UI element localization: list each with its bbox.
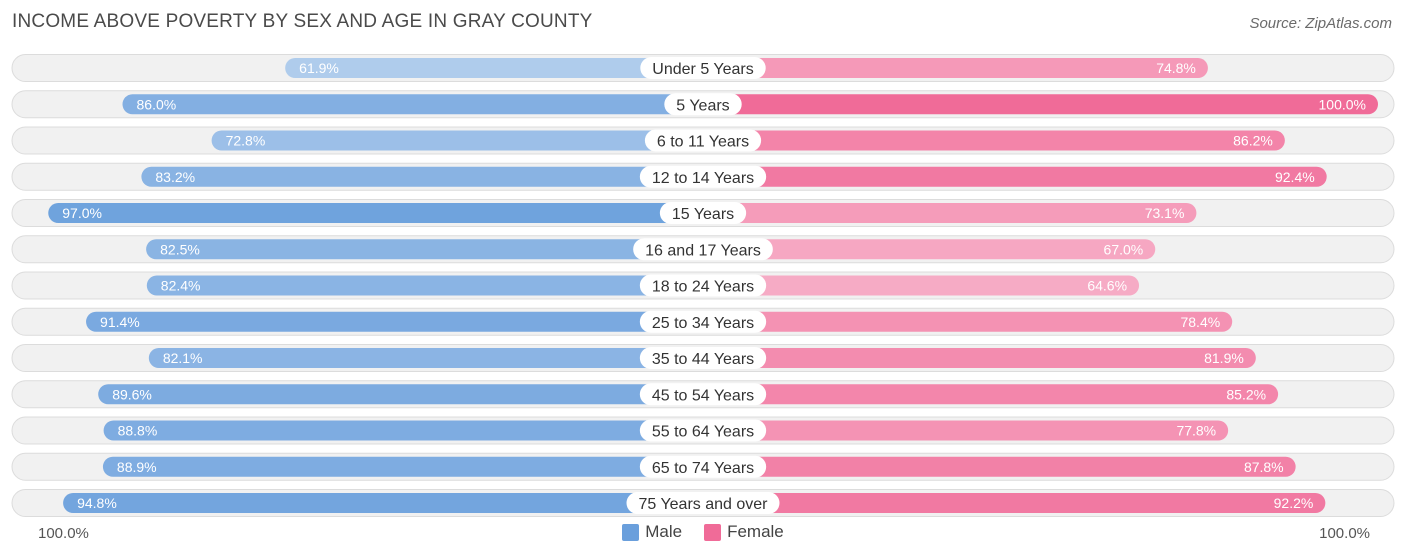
male-value-label: 88.9% bbox=[117, 459, 157, 475]
male-bar bbox=[285, 58, 703, 78]
male-bar bbox=[86, 311, 704, 332]
female-bar bbox=[703, 239, 1156, 260]
legend-swatch-male bbox=[622, 523, 640, 541]
male-bar bbox=[63, 493, 704, 513]
male-value-label: 82.1% bbox=[163, 350, 203, 366]
female-bar bbox=[703, 384, 1279, 405]
category-label-background bbox=[639, 310, 767, 333]
male-bar bbox=[141, 166, 703, 187]
category-label-background bbox=[639, 274, 767, 297]
female-bar bbox=[703, 166, 1327, 187]
category-label-background bbox=[640, 57, 766, 79]
axis-left-label: 100.0% bbox=[38, 525, 89, 542]
female-value-label: 100.0% bbox=[1319, 96, 1366, 112]
category-label-background bbox=[633, 238, 773, 261]
female-bar bbox=[703, 130, 1285, 151]
male-bar bbox=[102, 456, 704, 477]
male-value-label: 88.8% bbox=[118, 423, 158, 439]
chart-title: INCOME ABOVE POVERTY BY SEX AND AGE IN G… bbox=[12, 11, 593, 32]
legend: Male Female bbox=[0, 522, 1406, 542]
legend-item-male[interactable]: Male bbox=[622, 522, 682, 542]
legend-item-female[interactable]: Female bbox=[704, 522, 784, 542]
category-label-background bbox=[639, 419, 767, 442]
male-bar bbox=[146, 239, 703, 260]
category-label: 15 Years bbox=[672, 206, 734, 223]
male-value-label: 61.9% bbox=[299, 60, 339, 76]
category-label: 18 to 24 Years bbox=[652, 279, 754, 296]
female-value-label: 67.0% bbox=[1104, 241, 1144, 257]
female-value-label: 85.2% bbox=[1226, 386, 1266, 402]
category-label: 16 and 17 Years bbox=[645, 242, 761, 259]
female-bar bbox=[703, 311, 1233, 332]
female-value-label: 92.4% bbox=[1275, 169, 1315, 185]
category-label: 6 to 11 Years bbox=[657, 134, 749, 151]
category-label-background bbox=[639, 165, 767, 188]
male-bar bbox=[48, 203, 703, 223]
category-label-background bbox=[644, 129, 762, 152]
male-bar bbox=[122, 94, 703, 115]
male-bar bbox=[146, 275, 704, 296]
male-value-label: 86.0% bbox=[137, 96, 177, 112]
female-bar bbox=[703, 420, 1229, 441]
category-label: Under 5 Years bbox=[652, 61, 753, 78]
legend-label-male: Male bbox=[645, 522, 683, 541]
male-value-label: 72.8% bbox=[226, 133, 266, 149]
female-value-label: 77.8% bbox=[1176, 423, 1216, 439]
male-value-label: 97.0% bbox=[62, 205, 102, 221]
female-value-label: 74.8% bbox=[1156, 60, 1196, 76]
female-value-label: 87.8% bbox=[1244, 459, 1284, 475]
category-label-background bbox=[659, 202, 747, 224]
male-value-label: 91.4% bbox=[100, 314, 140, 330]
female-bar bbox=[703, 275, 1140, 296]
male-bar bbox=[103, 420, 704, 441]
legend-label-female: Female bbox=[727, 522, 784, 541]
source-label: Source: ZipAtlas.com bbox=[1249, 15, 1392, 32]
female-value-label: 64.6% bbox=[1087, 278, 1127, 294]
category-label: 65 to 74 Years bbox=[652, 460, 754, 477]
category-label: 25 to 34 Years bbox=[652, 315, 754, 332]
category-label-background bbox=[664, 93, 742, 116]
category-label-background bbox=[639, 383, 767, 406]
category-label: 5 Years bbox=[676, 97, 729, 114]
axis-right-label: 100.0% bbox=[1319, 525, 1370, 542]
female-bar bbox=[703, 456, 1296, 477]
category-label: 12 to 14 Years bbox=[652, 170, 754, 187]
female-bar bbox=[703, 58, 1208, 78]
female-bar bbox=[703, 493, 1326, 513]
female-bar bbox=[703, 94, 1378, 115]
category-label-background bbox=[626, 492, 780, 514]
category-label: 55 to 64 Years bbox=[652, 424, 754, 441]
female-value-label: 86.2% bbox=[1233, 133, 1273, 149]
female-bar bbox=[703, 348, 1256, 368]
female-value-label: 92.2% bbox=[1274, 495, 1314, 511]
category-label: 35 to 44 Years bbox=[652, 351, 754, 368]
category-label-background bbox=[639, 347, 767, 369]
category-label-background bbox=[639, 455, 767, 478]
male-value-label: 82.5% bbox=[160, 241, 200, 257]
female-value-label: 73.1% bbox=[1145, 205, 1185, 221]
male-value-label: 82.4% bbox=[161, 278, 201, 294]
male-value-label: 83.2% bbox=[155, 169, 195, 185]
female-bar bbox=[703, 203, 1197, 223]
male-bar bbox=[148, 348, 703, 368]
category-label: 75 Years and over bbox=[639, 496, 769, 513]
male-value-label: 94.8% bbox=[77, 495, 117, 511]
male-bar bbox=[211, 130, 703, 151]
female-value-label: 78.4% bbox=[1180, 314, 1220, 330]
legend-swatch-female bbox=[704, 523, 722, 541]
female-value-label: 81.9% bbox=[1204, 350, 1244, 366]
category-label: 45 to 54 Years bbox=[652, 387, 754, 404]
bar-chart: 61.9% 74.8% Under 5 Years 86.0% 100.0% 5 Year… bbox=[11, 54, 1395, 517]
male-bar bbox=[98, 384, 703, 405]
male-value-label: 89.6% bbox=[112, 386, 152, 402]
